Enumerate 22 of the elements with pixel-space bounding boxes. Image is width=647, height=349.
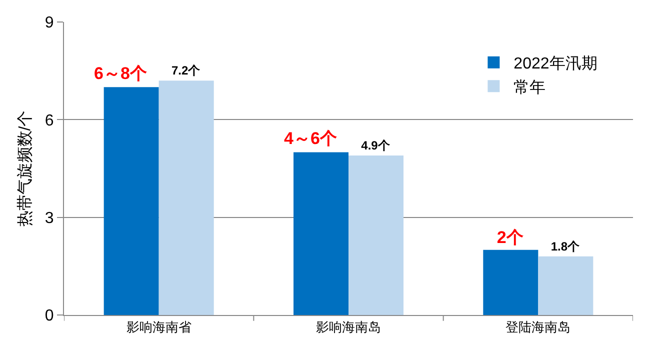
bar [538, 256, 594, 315]
x-tick-label: 影响海南岛 [316, 320, 381, 335]
y-tick-label: 6 [44, 112, 54, 130]
x-tick-label: 影响海南省 [126, 320, 192, 335]
annotation: 4～6个 [284, 129, 338, 148]
bar [483, 250, 538, 315]
y-tick-label: 9 [44, 14, 54, 32]
bar [158, 80, 214, 315]
bar [294, 152, 348, 315]
data-label: 7.2个 [171, 64, 202, 78]
legend-label: 2022年汛期 [514, 54, 598, 73]
annotation: 6～8个 [94, 64, 148, 83]
bar [104, 87, 159, 315]
legend-label: 常年 [514, 78, 546, 96]
data-label: 1.8个 [550, 239, 581, 254]
bar [348, 155, 404, 315]
y-tick-label: 3 [44, 210, 54, 227]
y-axis-title: 热带气旋频数/个 [16, 110, 34, 227]
data-label: 4.9个 [361, 138, 391, 152]
data-label: 2个 [496, 228, 524, 247]
x-tick-label: 登陆海南岛 [506, 320, 571, 335]
y-tick-label: 0 [44, 308, 54, 325]
